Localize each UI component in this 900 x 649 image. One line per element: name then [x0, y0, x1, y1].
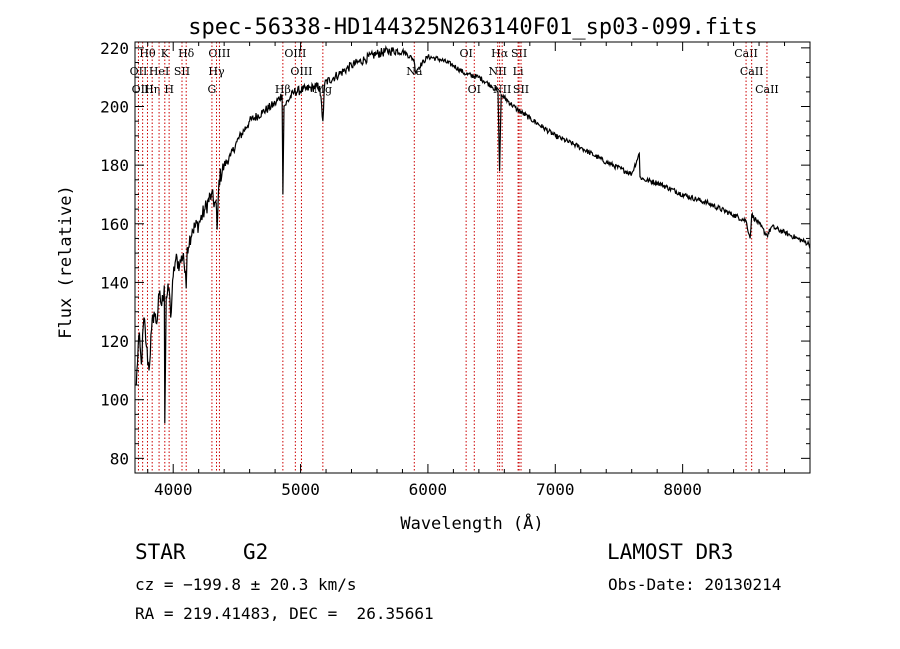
plot-frame	[134, 41, 811, 474]
line-label-22: SII	[511, 47, 527, 60]
line-label-17: OI	[459, 47, 472, 60]
redshift-velocity: cz = −199.8 ± 20.3 km/s	[135, 575, 357, 594]
line-label-27: CaII	[755, 83, 779, 96]
line-label-9: OIII	[208, 47, 230, 60]
observation-date: Obs-Date: 20130214	[608, 575, 782, 594]
line-label-13: OIII	[284, 47, 306, 60]
line-label-26: CaII	[740, 65, 764, 78]
line-label-14: OIII	[290, 65, 312, 78]
x-tick-label: 8000	[663, 480, 702, 499]
line-label-11: G	[208, 83, 217, 96]
line-label-2: OIII	[132, 83, 154, 96]
y-tick-label: 220	[100, 39, 129, 58]
line-label-18: OI	[468, 83, 481, 96]
y-tick-label: 180	[100, 156, 129, 175]
y-tick-label: 200	[100, 98, 129, 117]
x-tick-label: 6000	[409, 480, 448, 499]
y-tick-label: 160	[100, 215, 129, 234]
x-tick-label: 4000	[154, 480, 193, 499]
x-axis-label: Wavelength (Å)	[400, 512, 543, 534]
line-label-4: HeI	[149, 65, 169, 78]
chart-title: spec-56338-HD144325N263140F01_sp03-099.f…	[188, 15, 758, 40]
coordinates: RA = 219.41483, DEC = 26.35661	[135, 604, 434, 623]
line-label-10: Hγ	[208, 65, 225, 78]
line-label-5: K	[161, 47, 170, 60]
line-label-24: SII	[513, 83, 529, 96]
line-label-23: Li	[513, 65, 524, 78]
spectral-subclass: G2	[243, 540, 269, 564]
line-label-6: H	[164, 83, 174, 96]
x-tick-label: 7000	[536, 480, 575, 499]
spectrum-line	[135, 44, 811, 424]
line-label-20: NII	[489, 65, 507, 78]
y-axis-label: Flux (relative)	[56, 185, 76, 339]
line-label-3: Hη	[144, 83, 160, 96]
line-label-0: Hθ	[139, 47, 156, 60]
x-tick-label: 5000	[281, 480, 320, 499]
y-tick-label: 80	[110, 449, 129, 468]
line-label-19: Hα	[491, 47, 509, 60]
object-class: STAR	[135, 540, 186, 564]
line-label-12: Hβ	[275, 83, 291, 96]
y-tick-label: 140	[100, 273, 129, 292]
line-label-1: OII	[130, 65, 148, 78]
line-label-8: Hδ	[178, 47, 195, 60]
line-label-25: CaII	[734, 47, 758, 60]
y-tick-label: 100	[100, 391, 129, 410]
y-tick-label: 120	[100, 332, 129, 351]
line-label-7: SII	[174, 65, 190, 78]
survey-name: LAMOST DR3	[607, 540, 734, 564]
